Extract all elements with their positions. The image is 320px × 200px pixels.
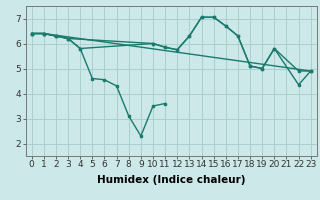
X-axis label: Humidex (Indice chaleur): Humidex (Indice chaleur) [97, 175, 245, 185]
